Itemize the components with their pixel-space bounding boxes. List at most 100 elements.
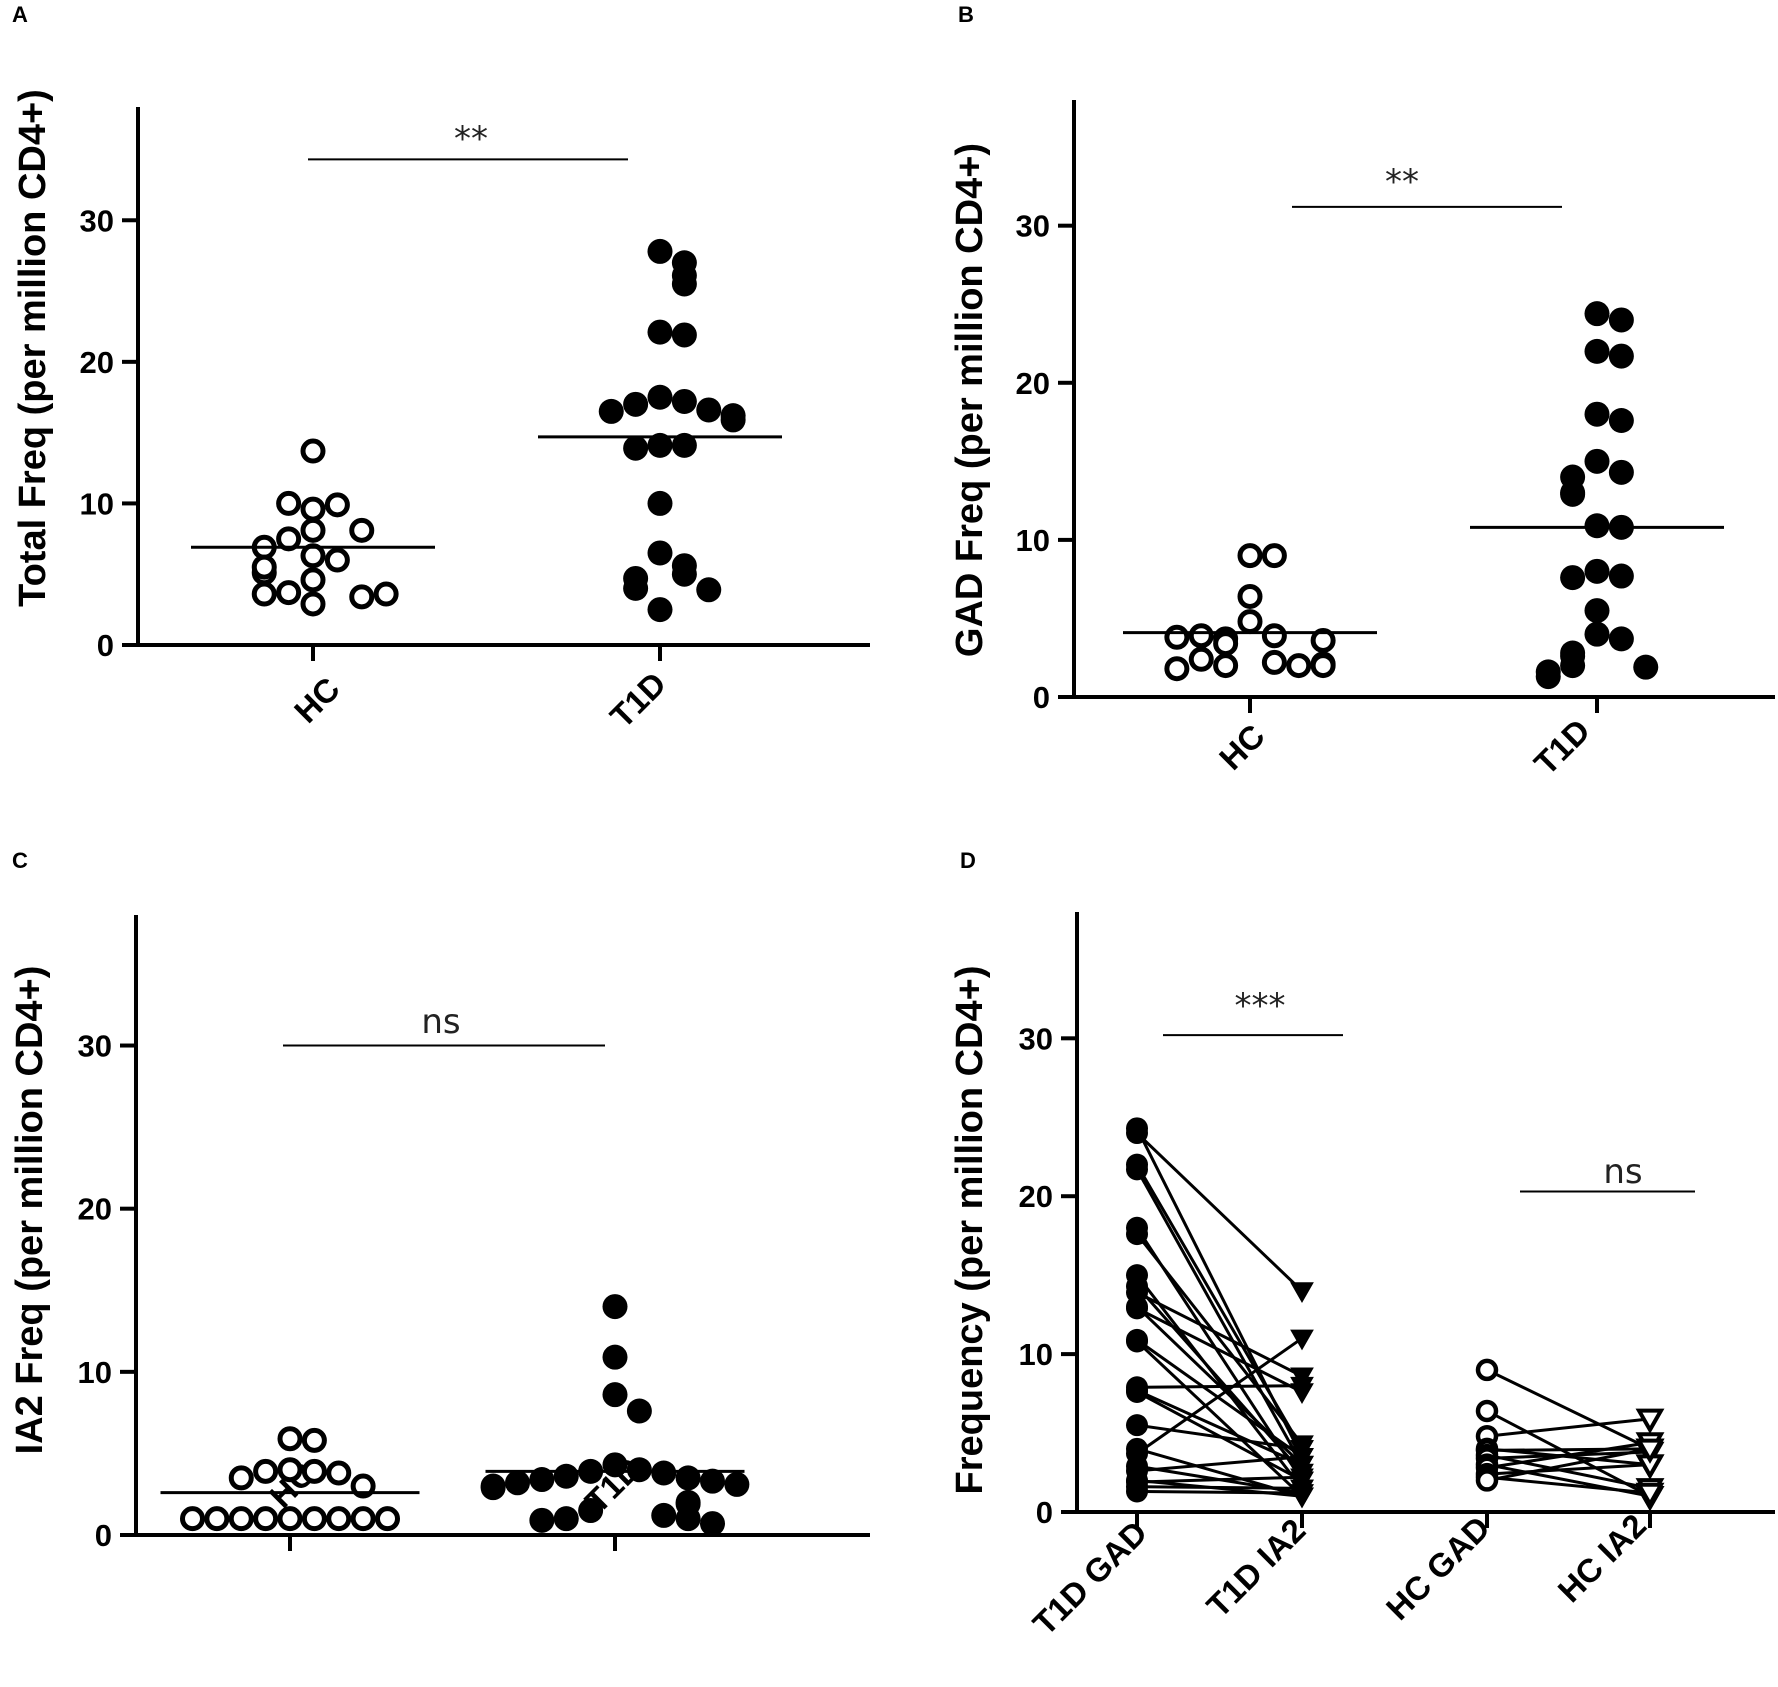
- data-point: [277, 1506, 303, 1532]
- y-tick-label: 0: [95, 1518, 112, 1553]
- data-point: [700, 1468, 725, 1494]
- paired-line: [1135, 1168, 1304, 1466]
- panel-b: B GAD Freq (per million CD4+) 0 10 20 30 HC…: [949, 2, 1775, 782]
- data-point: [1608, 407, 1634, 433]
- data-point: [602, 1382, 628, 1408]
- data-point-triangle: [1290, 1447, 1314, 1469]
- data-point: [1584, 513, 1610, 539]
- paired-line: [1486, 1453, 1651, 1490]
- data-point: [602, 1294, 628, 1320]
- y-tick-label: 0: [1033, 680, 1050, 715]
- data-point: [301, 1458, 327, 1484]
- y-tick-label: 20: [1019, 1179, 1053, 1214]
- data-point: [1126, 1122, 1148, 1145]
- data-point: [1237, 583, 1263, 609]
- x-category-label: HC IA2: [1551, 1507, 1654, 1610]
- data-point: [1126, 1381, 1148, 1403]
- data-point: [651, 1460, 677, 1486]
- paired-line: [1136, 1384, 1303, 1389]
- data-point: [1261, 649, 1287, 675]
- paired-line: [1136, 1423, 1303, 1451]
- data-point: [1164, 624, 1190, 650]
- data-point: [602, 1452, 628, 1478]
- data-point: [1633, 654, 1659, 680]
- paired-line: [1136, 1338, 1303, 1458]
- y-tick-label: 20: [78, 1192, 112, 1227]
- paired-line: [1135, 1163, 1304, 1450]
- paired-line: [1486, 1417, 1651, 1438]
- data-point: [1188, 646, 1214, 672]
- data-point: [300, 591, 326, 617]
- data-point: [529, 1467, 555, 1493]
- data-point-triangle: [1290, 1282, 1314, 1303]
- data-point-triangle: [1635, 1408, 1665, 1434]
- data-point: [1126, 1297, 1148, 1320]
- data-point: [349, 517, 375, 543]
- data-point: [696, 577, 722, 603]
- data-point: [326, 1506, 352, 1532]
- data-point: [276, 526, 302, 552]
- data-point: [1608, 626, 1634, 652]
- data-point: [1584, 448, 1610, 474]
- data-point: [375, 1506, 400, 1532]
- data-point: [1261, 543, 1287, 569]
- data-point: [1126, 1480, 1148, 1503]
- data-point: [228, 1506, 254, 1532]
- data-point-triangle: [1635, 1482, 1665, 1509]
- data-point: [700, 1511, 725, 1537]
- paired-line: [1486, 1447, 1651, 1482]
- x-category-label: T1D: [1527, 712, 1597, 782]
- data-point: [1584, 338, 1610, 364]
- data-point: [696, 397, 722, 423]
- y-axis-title: Frequency (per million CD4+): [949, 966, 991, 1495]
- data-point: [1584, 401, 1610, 427]
- x-category-label: HC GAD: [1379, 1509, 1497, 1627]
- paired-line: [1136, 1337, 1303, 1455]
- data-point: [326, 1460, 352, 1486]
- paired-line: [1136, 1306, 1303, 1394]
- data-point: [553, 1506, 579, 1532]
- significance-label: **: [1385, 162, 1419, 202]
- data-point: [647, 540, 673, 566]
- paired-line: [1136, 1291, 1303, 1378]
- data-point: [301, 1506, 327, 1532]
- data-point: [671, 432, 697, 458]
- data-point: [647, 238, 673, 264]
- paired-line: [1486, 1475, 1651, 1495]
- data-point: [276, 580, 302, 606]
- data-point: [324, 492, 350, 518]
- data-point: [1560, 481, 1586, 507]
- y-tick-label: 30: [1019, 1021, 1053, 1056]
- data-point: [626, 1457, 652, 1483]
- data-point: [675, 1465, 701, 1491]
- paired-line: [1486, 1368, 1651, 1451]
- data-point: [671, 322, 697, 348]
- data-point: [1608, 563, 1634, 589]
- data-point: [671, 561, 697, 587]
- data-point: [1188, 623, 1214, 649]
- y-axis-title: Total Freq (per million CD4+): [12, 89, 54, 607]
- data-point: [1584, 598, 1610, 624]
- y-tick-label: 30: [80, 203, 114, 238]
- data-point: [1584, 301, 1610, 327]
- data-point: [1286, 653, 1312, 679]
- data-point: [253, 1506, 279, 1532]
- data-point: [651, 1502, 677, 1528]
- data-point: [529, 1507, 555, 1533]
- y-tick-label: 30: [1016, 209, 1050, 244]
- data-point: [1213, 653, 1239, 679]
- data-point-triangle: [1290, 1468, 1314, 1490]
- data-point: [1126, 1330, 1148, 1353]
- significance-label: **: [454, 119, 488, 159]
- data-point-triangle: [1290, 1329, 1314, 1351]
- panel-letter: D: [960, 848, 976, 873]
- data-point: [1560, 653, 1586, 679]
- data-point: [253, 1458, 279, 1484]
- data-point: [1475, 1399, 1499, 1423]
- paired-line: [1135, 1131, 1304, 1293]
- data-point: [1164, 656, 1190, 682]
- data-point: [300, 438, 326, 464]
- y-tick-label: 20: [80, 345, 114, 380]
- data-point-triangle: [1635, 1438, 1665, 1464]
